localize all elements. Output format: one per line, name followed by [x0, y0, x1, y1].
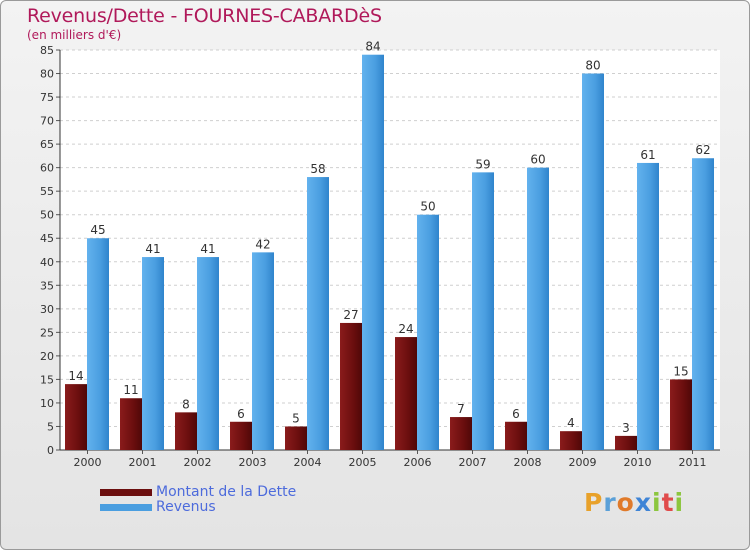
x-tick-label: 2003 [239, 456, 267, 469]
bar-revenus [362, 54, 384, 451]
data-label: 58 [310, 162, 325, 176]
legend-swatch-revenus [100, 504, 152, 511]
y-tick-label: 30 [40, 303, 54, 316]
x-tick-label: 2009 [569, 456, 597, 469]
bar-dette [120, 398, 142, 450]
x-tick-label: 2001 [129, 456, 157, 469]
data-label: 11 [123, 383, 138, 397]
bar-revenus [692, 158, 714, 450]
data-label: 7 [457, 402, 465, 416]
x-tick-label: 2002 [184, 456, 212, 469]
logo-letter: o [616, 488, 635, 517]
data-label: 3 [622, 421, 630, 435]
data-label: 6 [237, 407, 245, 421]
y-tick-label: 50 [40, 209, 54, 222]
logo-letter: x [634, 488, 652, 517]
x-tick-label: 2006 [404, 456, 432, 469]
y-tick-label: 5 [47, 420, 54, 433]
logo-letter: P [584, 488, 604, 517]
bar-dette [450, 417, 472, 450]
data-label: 80 [585, 59, 600, 73]
y-tick-label: 80 [40, 68, 54, 81]
y-tick-label: 85 [40, 44, 54, 57]
y-tick-label: 0 [47, 444, 54, 457]
bar-dette [340, 322, 362, 450]
logo-letter: t [661, 488, 675, 517]
data-label: 45 [90, 223, 105, 237]
data-label: 4 [567, 416, 575, 430]
legend-swatch-dette [100, 489, 152, 496]
legend-label-dette: Montant de la Dette [156, 484, 297, 500]
y-tick-label: 20 [40, 350, 54, 363]
data-label: 42 [255, 237, 270, 251]
x-tick-label: 2000 [74, 456, 102, 469]
data-label: 62 [695, 143, 710, 157]
bar-revenus [582, 73, 604, 450]
data-label: 24 [398, 322, 413, 336]
bar-revenus [527, 167, 549, 450]
bar-dette [670, 379, 692, 450]
x-tick-label: 2010 [624, 456, 652, 469]
data-label: 8 [182, 397, 190, 411]
x-tick-label: 2005 [349, 456, 377, 469]
y-tick-label: 10 [40, 397, 54, 410]
data-label: 14 [68, 369, 83, 383]
data-label: 61 [640, 148, 655, 162]
y-tick-label: 55 [40, 185, 54, 198]
y-tick-label: 45 [40, 232, 54, 245]
bar-revenus [472, 172, 494, 450]
y-tick-label: 25 [40, 326, 54, 339]
data-label: 6 [512, 407, 520, 421]
bar-dette [175, 412, 197, 450]
x-tick-label: 2007 [459, 456, 487, 469]
y-tick-label: 35 [40, 279, 54, 292]
x-tick-label: 2004 [294, 456, 322, 469]
data-label: 41 [145, 242, 160, 256]
chart-subtitle: (en milliers d'€) [27, 28, 122, 42]
legend-label-revenus: Revenus [156, 499, 216, 515]
bar-dette [230, 421, 252, 450]
data-label: 59 [475, 157, 490, 171]
y-tick-label: 15 [40, 373, 54, 386]
bar-dette [285, 426, 307, 450]
y-tick-label: 65 [40, 138, 54, 151]
bar-revenus [417, 214, 439, 450]
data-label: 50 [420, 200, 435, 214]
x-tick-label: 2011 [679, 456, 707, 469]
bar-revenus [87, 238, 109, 450]
logo-letter: r [603, 488, 617, 517]
bar-revenus [637, 162, 659, 451]
y-tick-label: 40 [40, 256, 54, 269]
logo-letter: i [652, 488, 662, 517]
bar-dette [395, 337, 417, 450]
data-label: 84 [365, 40, 380, 54]
bar-dette [615, 435, 637, 450]
data-label: 27 [343, 308, 358, 322]
bar-revenus [307, 177, 329, 450]
bar-revenus [197, 257, 219, 450]
y-tick-label: 75 [40, 91, 54, 104]
bar-dette [560, 431, 582, 450]
plot-area [60, 50, 720, 450]
bar-revenus [252, 252, 274, 450]
bar-dette [505, 421, 527, 450]
bar-dette [65, 384, 87, 450]
y-tick-label: 60 [40, 162, 54, 175]
chart-title: Revenus/Dette - FOURNES-CABARDèS [27, 5, 382, 27]
logo-letter: i [674, 488, 685, 517]
data-label: 60 [530, 153, 545, 167]
x-tick-label: 2008 [514, 456, 542, 469]
proxiti-logo: Proxiti [584, 488, 684, 517]
data-label: 41 [200, 242, 215, 256]
y-tick-label: 70 [40, 115, 54, 128]
bar-revenus [142, 257, 164, 450]
data-label: 5 [292, 411, 300, 425]
data-label: 15 [673, 364, 688, 378]
